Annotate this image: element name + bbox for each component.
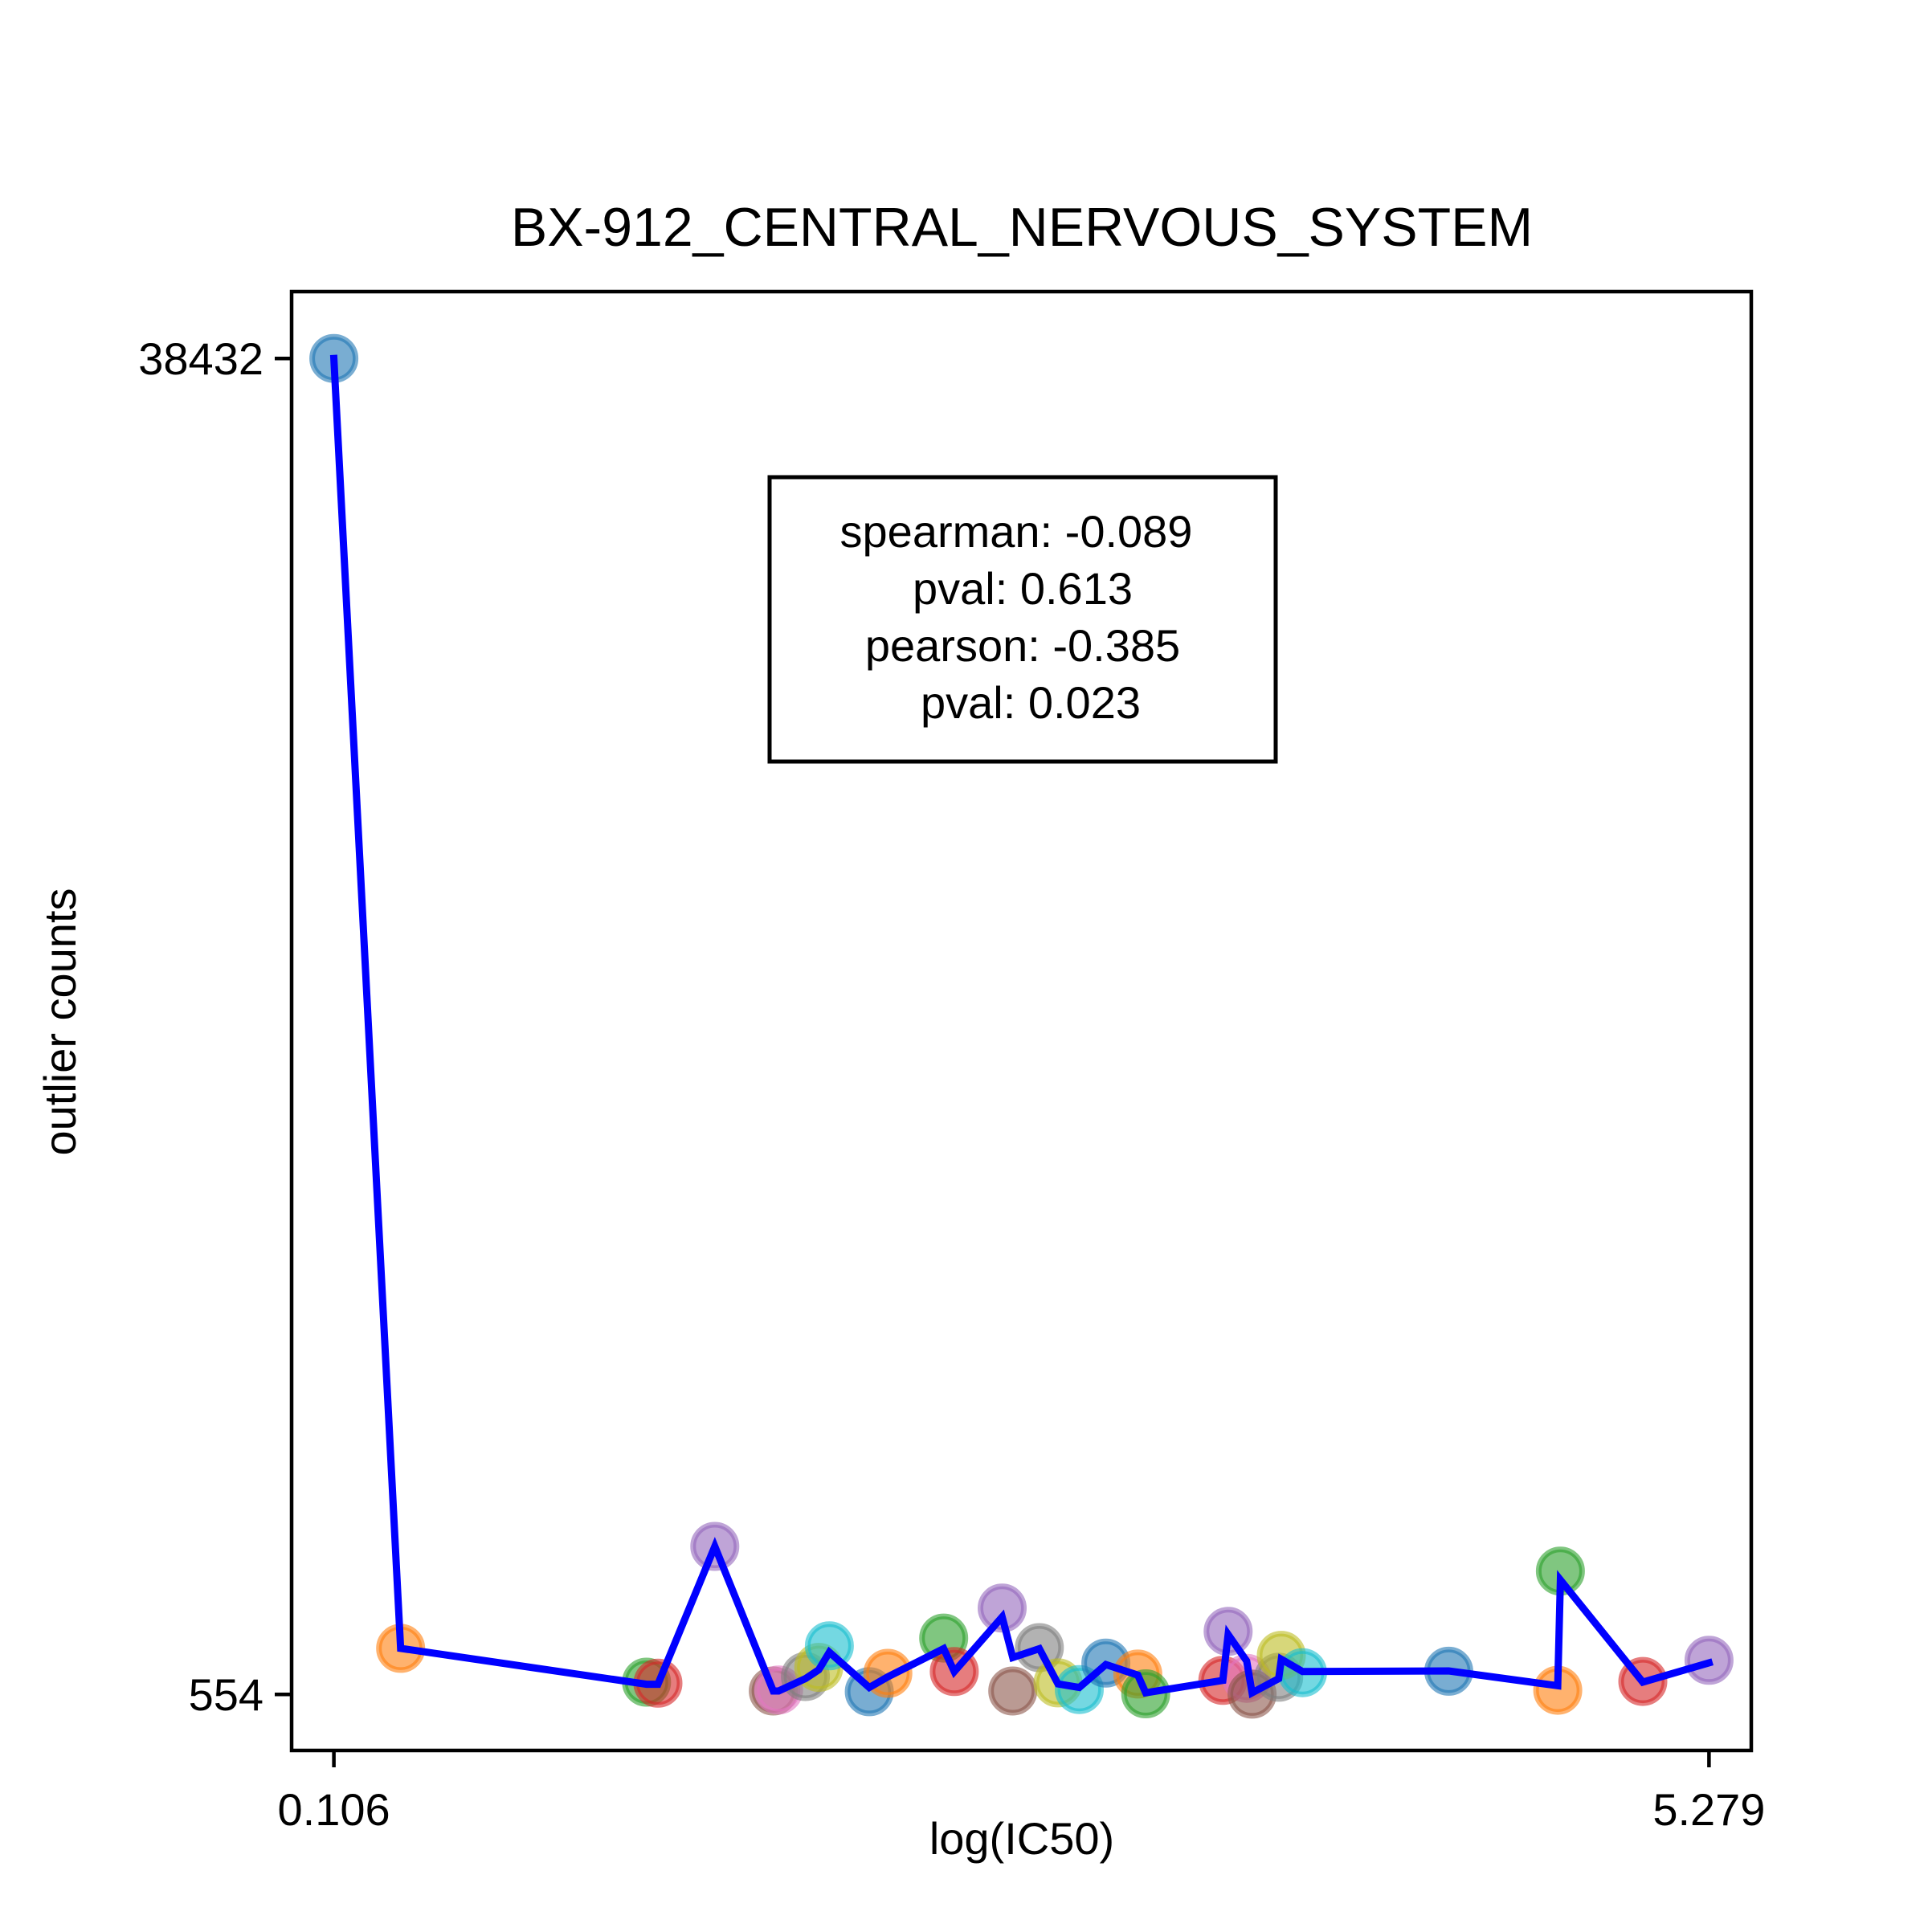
plot-area: [309, 333, 1734, 1719]
x-tick-label: 5.279: [1652, 1784, 1765, 1835]
y-axis-label: outlier counts: [35, 888, 85, 1155]
stats-annotation-box: spearman: -0.089 pval: 0.613 pearson: -0…: [767, 475, 1278, 764]
chart-title: BX-912_CENTRAL_NERVOUS_SYSTEM: [511, 197, 1533, 258]
stats-spearman-pval: pval: 0.613: [913, 563, 1133, 614]
y-axis: 554 38432: [138, 333, 292, 1720]
x-tick-label: 0.106: [278, 1784, 390, 1835]
stats-spearman: spearman: -0.089: [840, 506, 1193, 557]
x-axis: 0.106 5.279: [278, 1750, 1765, 1835]
data-point: [804, 1621, 854, 1671]
data-point: [988, 1666, 1038, 1716]
x-axis-label: log(IC50): [929, 1813, 1114, 1864]
stats-pearson: pearson: -0.385: [865, 620, 1180, 671]
stats-pearson-pval: pval: 0.023: [921, 677, 1141, 728]
stats-annotation-frame: [767, 475, 1278, 764]
trend-line: [329, 354, 1714, 1699]
y-tick-label: 554: [189, 1669, 263, 1720]
y-tick-label: 38432: [138, 333, 263, 384]
plot-frame: [289, 289, 1754, 1753]
